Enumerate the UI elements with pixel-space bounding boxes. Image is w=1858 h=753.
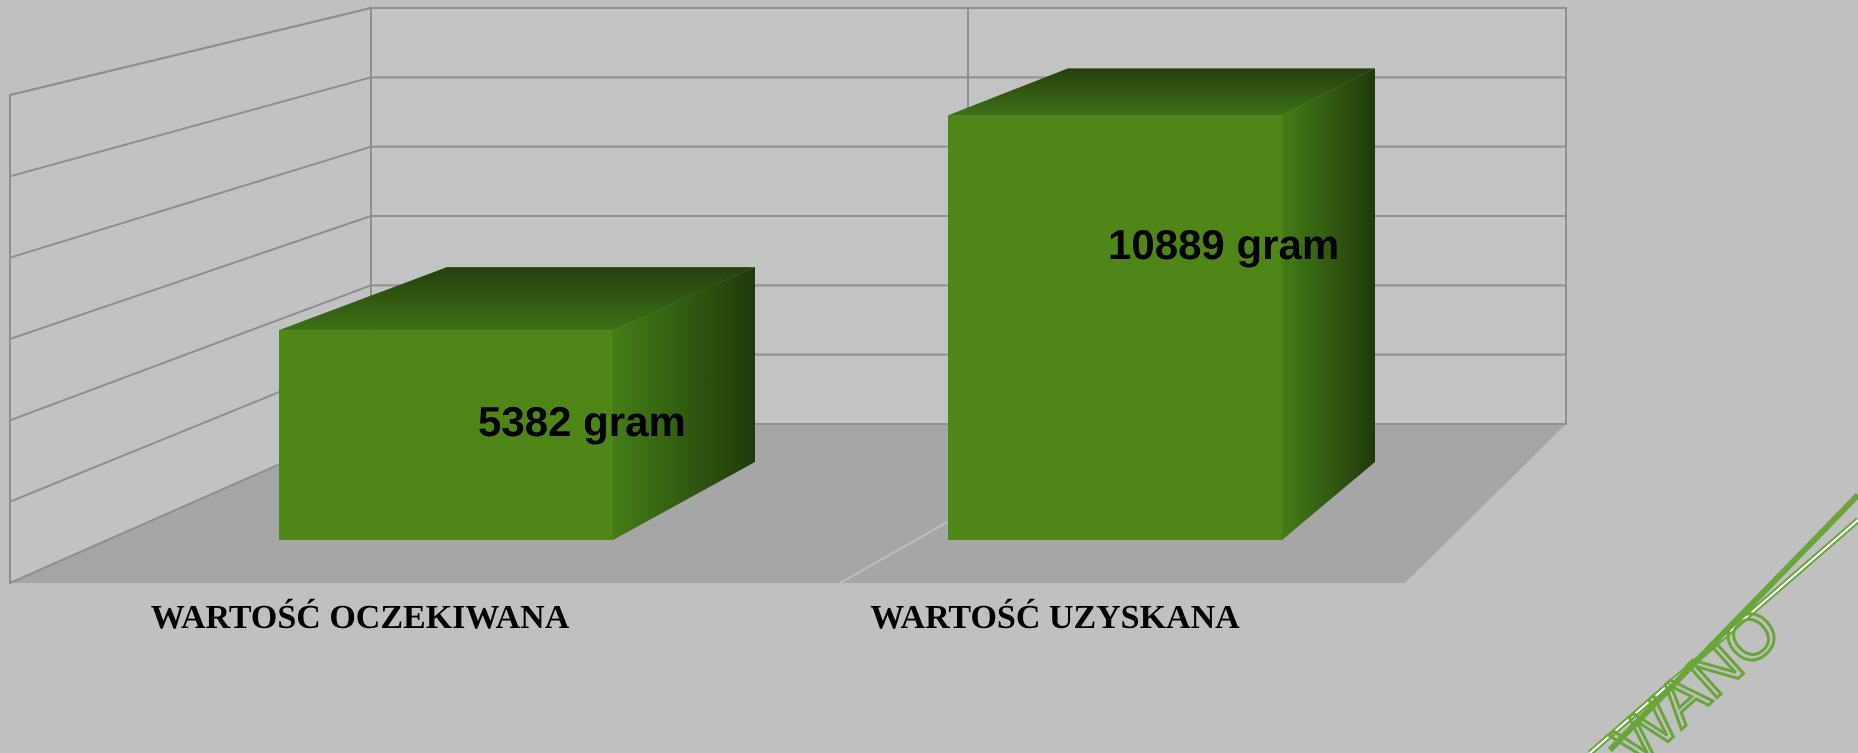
x-tick-label: WARTOŚĆ OCZEKIWANA (151, 598, 570, 636)
grid-line (9, 145, 372, 259)
bar-top (948, 68, 1375, 116)
x-tick-label: WARTOŚĆ UZYSKANA (870, 598, 1240, 636)
bar-top (279, 267, 755, 331)
grid-line (9, 7, 372, 96)
value-label: 5382 gram (478, 398, 686, 445)
bar-side (613, 267, 755, 540)
bar (279, 330, 613, 540)
grid-line (9, 76, 372, 178)
grid-line (9, 284, 372, 422)
plot: 5382 gram WARTOŚĆ OCZEKIWANA 10889 gram WAR… (9, 7, 1566, 636)
value-label: 10889 gram (1108, 221, 1339, 268)
bar-side (1282, 68, 1375, 540)
bar (948, 115, 1282, 540)
grid-line (9, 215, 372, 340)
stamp-line (1607, 492, 1858, 753)
